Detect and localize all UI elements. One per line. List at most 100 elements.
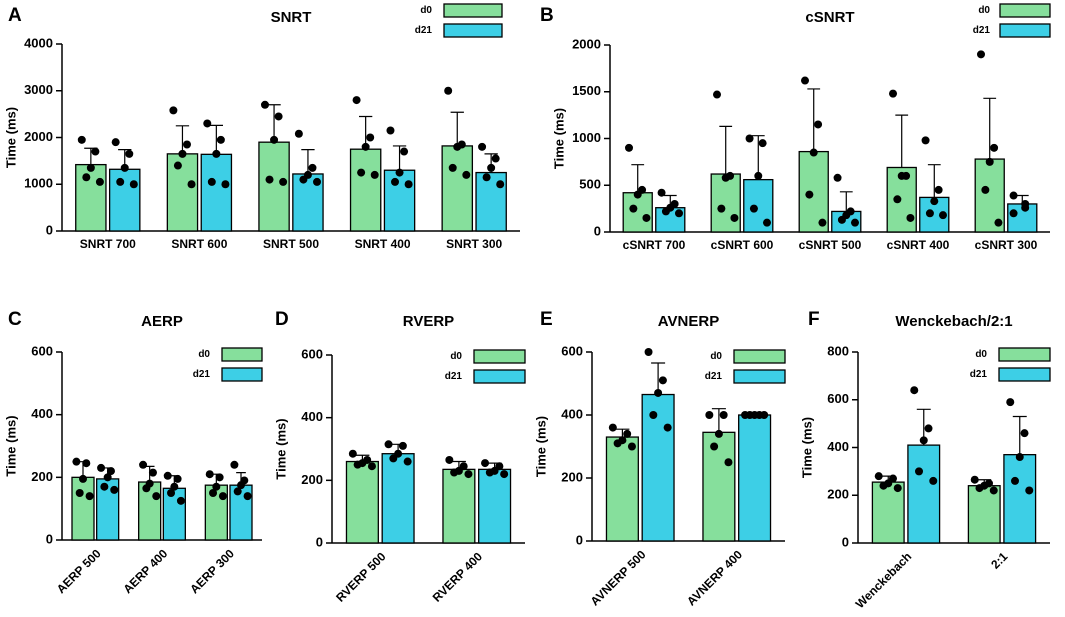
error-bar (839, 191, 853, 212)
data-point (906, 213, 915, 222)
data-point (85, 492, 94, 501)
data-point (450, 468, 459, 477)
legend-label: d21 (970, 369, 988, 380)
data-point (649, 411, 658, 419)
data-point (1025, 486, 1034, 495)
y-tick-label: 500 (579, 177, 601, 192)
y-tick-label: 0 (842, 534, 849, 549)
data-point (633, 190, 642, 199)
x-tick-label: cSNRT 300 (975, 238, 1038, 252)
bar (907, 444, 941, 544)
data-point (721, 173, 730, 182)
y-tick-label: 200 (561, 469, 583, 484)
data-point (977, 50, 986, 59)
data-point (714, 429, 723, 438)
data-point (661, 207, 670, 216)
bar (292, 173, 324, 232)
data-point (163, 471, 172, 480)
data-point (313, 177, 322, 186)
data-point (100, 482, 109, 491)
bar (345, 460, 379, 544)
data-point (717, 204, 726, 213)
data-point (212, 482, 221, 491)
data-point (352, 96, 361, 105)
data-point (353, 460, 362, 469)
y-tick-label: 800 (827, 343, 849, 358)
data-point (994, 218, 1003, 227)
bar (162, 487, 186, 541)
data-point (930, 197, 939, 206)
data-point (384, 440, 393, 449)
bar (478, 468, 512, 544)
error-bar (301, 149, 315, 174)
x-tick-label: AVNERP 500 (588, 547, 649, 608)
data-point (814, 120, 823, 129)
data-point (221, 180, 230, 189)
data-point (919, 436, 928, 445)
x-tick-label: RVERP 500 (333, 549, 389, 605)
data-point (482, 173, 491, 182)
x-tick-label: SNRT 400 (355, 237, 411, 251)
y-tick-label: 400 (301, 409, 323, 424)
panel-letter: E (540, 309, 553, 330)
data-point (730, 213, 739, 222)
data-point (929, 476, 938, 485)
data-point (103, 473, 112, 482)
data-point (915, 467, 924, 476)
data-point (294, 129, 303, 138)
bar (75, 163, 107, 232)
data-point (762, 218, 771, 227)
legend-label: d21 (705, 371, 723, 382)
bar (702, 431, 736, 542)
data-point (627, 442, 636, 451)
data-point (72, 457, 81, 466)
data-point (623, 429, 632, 438)
y-tick-label: 400 (561, 406, 583, 421)
x-tick-label: AVNERP 400 (684, 547, 745, 608)
bar (871, 481, 905, 544)
legend-swatch (221, 347, 263, 362)
chart-title: cSNRT (805, 9, 854, 26)
data-point (749, 204, 758, 213)
panel-letter: D (275, 309, 289, 330)
legend-label: d0 (978, 5, 990, 16)
x-tick-label: AERP 500 (54, 546, 104, 596)
data-point (178, 149, 187, 158)
data-point (233, 487, 242, 496)
data-point (625, 143, 634, 152)
data-point (760, 411, 769, 419)
bar (71, 476, 95, 541)
bar (441, 145, 474, 232)
data-point (809, 148, 818, 157)
legend-label: d21 (445, 371, 463, 382)
legend-swatch (998, 367, 1051, 382)
y-tick-label: 3000 (24, 82, 53, 97)
data-point (989, 486, 998, 495)
data-point (657, 188, 666, 197)
data-point (500, 470, 509, 479)
data-point (142, 484, 151, 493)
data-point (170, 482, 179, 491)
panel-letter: F (808, 309, 820, 330)
data-point (395, 168, 404, 177)
y-tick-label: 200 (31, 469, 53, 484)
panel-letter: C (8, 309, 22, 330)
y-tick-label: 0 (576, 532, 583, 547)
y-tick-label: 0 (594, 223, 601, 238)
legend-swatch (473, 349, 526, 364)
bar (738, 414, 772, 542)
y-tick-label: 400 (827, 439, 849, 454)
bar (166, 153, 199, 232)
data-point (389, 454, 398, 463)
data-point (82, 173, 91, 182)
error-bar (631, 164, 645, 193)
data-point (608, 423, 617, 432)
data-point (464, 470, 473, 479)
data-point (139, 460, 148, 469)
data-point (404, 180, 413, 189)
legend-swatch (443, 23, 503, 38)
y-tick-label: 200 (827, 487, 849, 502)
bar (967, 485, 1001, 544)
error-bar (175, 125, 190, 154)
bar (383, 169, 416, 232)
